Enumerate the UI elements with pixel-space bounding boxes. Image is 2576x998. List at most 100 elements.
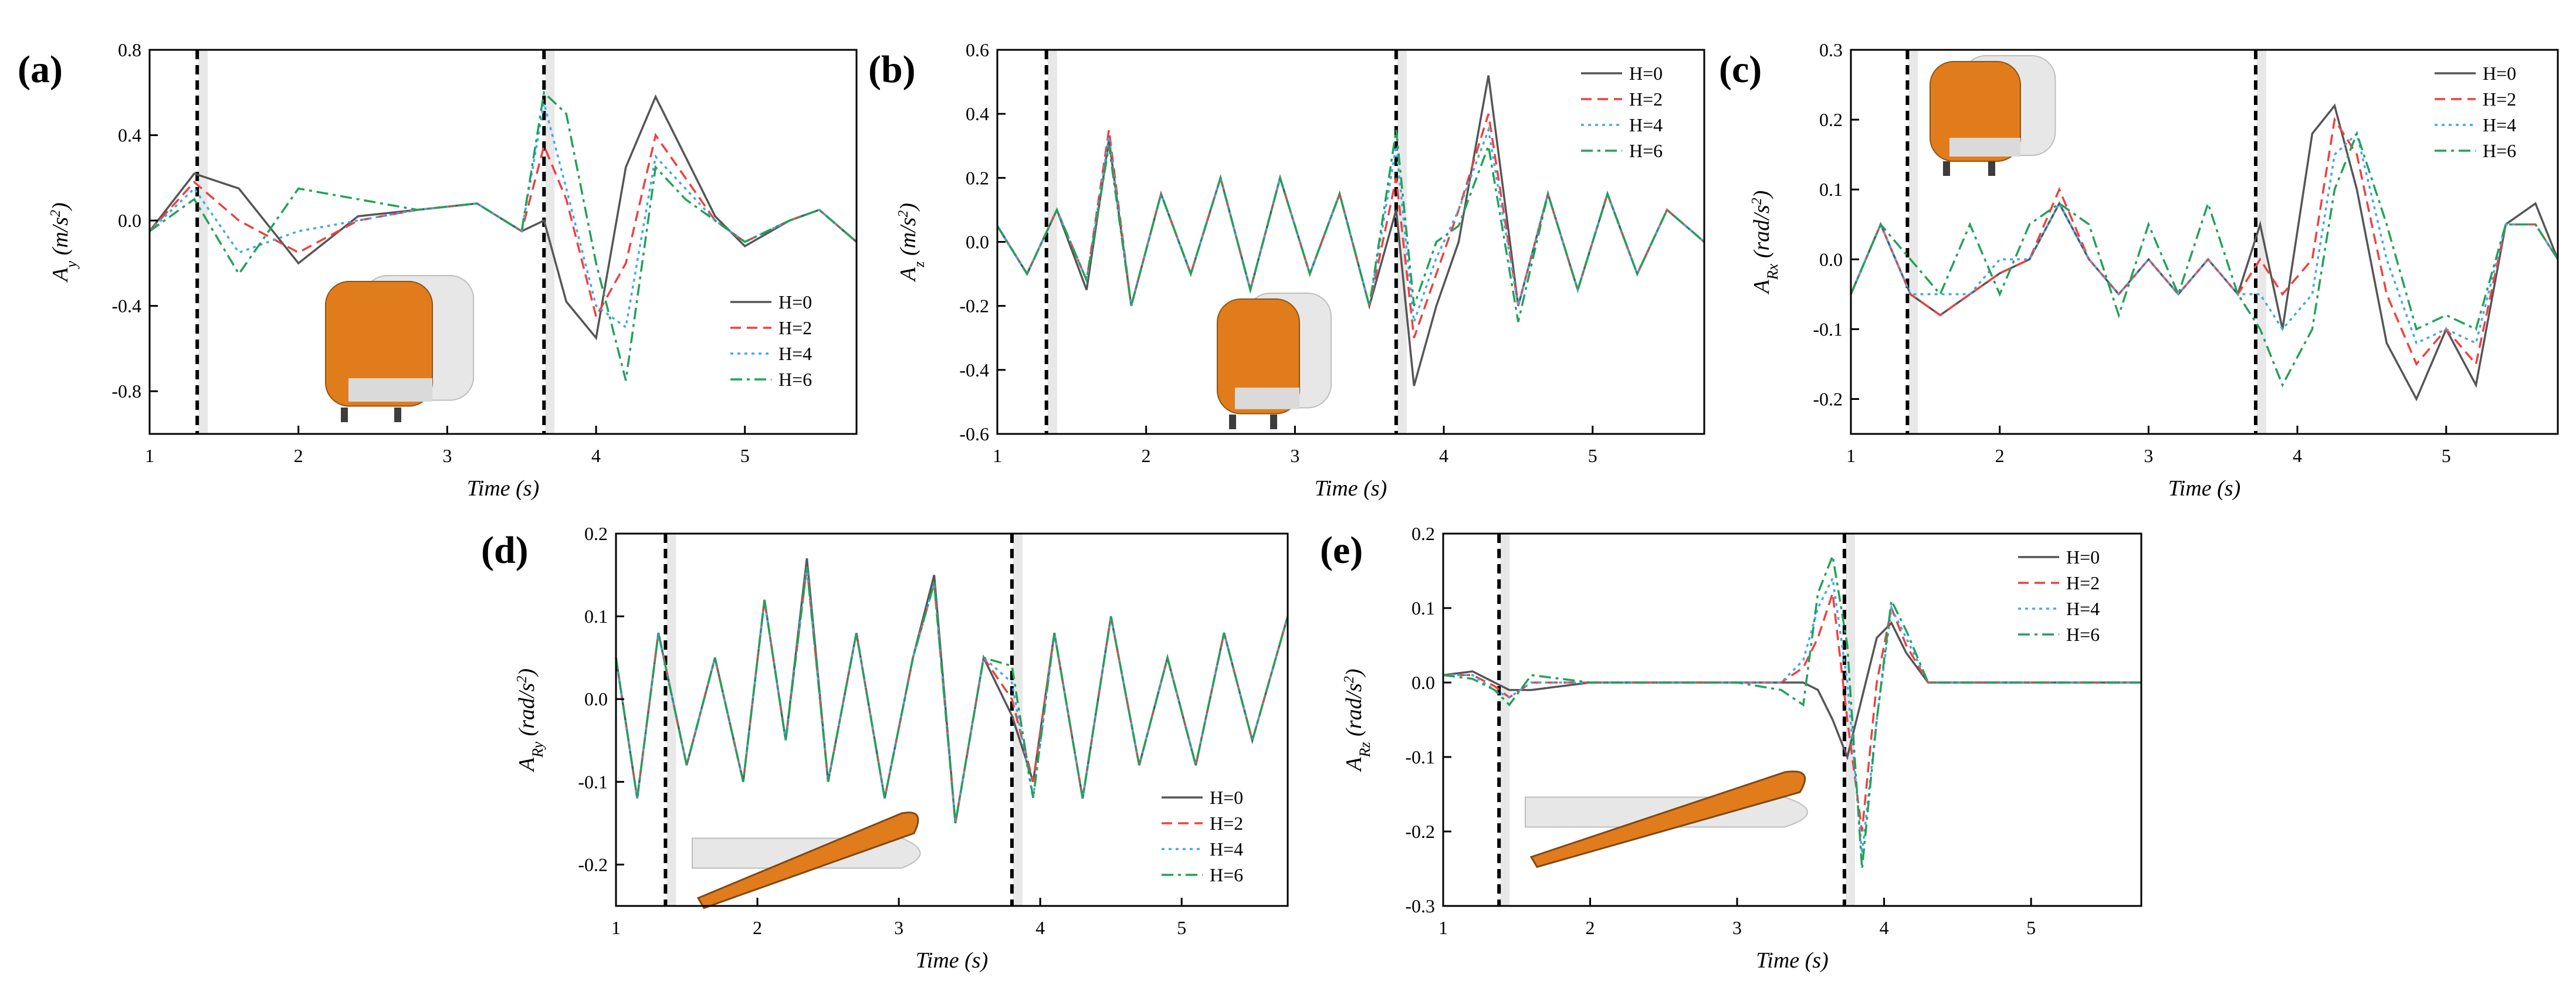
legend-label: H=4 <box>778 343 812 364</box>
y-tick-label: 0.3 <box>1819 39 1843 60</box>
y-tick-label: -0.4 <box>111 296 141 317</box>
y-tick-label: 0.0 <box>1411 672 1435 693</box>
y-axis-label-part: 2 <box>1749 198 1765 205</box>
x-tick-label: 1 <box>145 445 154 466</box>
legend-label: H=6 <box>778 369 812 390</box>
y-tick-label: 0.2 <box>966 167 989 188</box>
series-line-h6 <box>615 566 1289 824</box>
y-axis-label-part: ) <box>1342 668 1366 677</box>
series-line-h0 <box>1443 621 2141 761</box>
y-axis-label-part: (rad/s <box>1749 205 1774 263</box>
legend-label: H=0 <box>1210 787 1243 808</box>
marker-shade <box>2257 50 2267 434</box>
panel-label: (d) <box>481 529 529 572</box>
y-tick-label: -0.1 <box>578 771 608 792</box>
x-axis-label: Time (s) <box>916 948 989 973</box>
y-tick-label: 0.2 <box>584 523 608 544</box>
x-tick-label: 3 <box>442 445 452 466</box>
y-tick-label: 0.0 <box>584 688 608 710</box>
panel-label: (e) <box>1320 529 1363 572</box>
y-axis-label-part: (m/s <box>896 218 920 262</box>
x-tick-label: 4 <box>1439 445 1448 466</box>
y-tick-label: -0.1 <box>1405 746 1435 768</box>
series-line-h6 <box>1850 130 2559 388</box>
series-line-h2 <box>148 133 858 320</box>
legend-label: H=4 <box>1629 114 1663 135</box>
y-axis-label-part: 2 <box>1342 676 1357 683</box>
x-tick-label: 1 <box>1846 445 1856 466</box>
y-axis-label-part: A <box>1749 279 1774 295</box>
legend: H=0 H=2 H=4 H=6 <box>730 291 812 390</box>
plot-frame <box>1850 49 2559 435</box>
y-tick-label: 0.1 <box>584 606 608 627</box>
x-tick-label: 2 <box>753 917 762 938</box>
legend-label: H=2 <box>2483 89 2516 110</box>
x-tick-label: 1 <box>993 445 1002 466</box>
series-line-h4 <box>1850 131 2559 345</box>
x-tick-label: 2 <box>1586 917 1595 938</box>
y-axis-label-part: ) <box>896 203 920 212</box>
y-tick-label: -0.2 <box>1405 821 1435 842</box>
y-tick-label: -0.4 <box>959 359 989 381</box>
y-tick-label: 0.0 <box>118 210 141 231</box>
y-tick-label: 0.4 <box>118 125 141 146</box>
series-line-h0 <box>996 75 1705 386</box>
plot-frame <box>148 49 858 435</box>
y-tick-label: 0.1 <box>1819 179 1843 200</box>
train-inset-illustration <box>325 275 475 422</box>
plot-frame <box>996 49 1705 435</box>
x-tick-label: 5 <box>740 445 750 466</box>
series-line-h0 <box>148 94 858 341</box>
y-axis-label-part: 2 <box>896 211 911 218</box>
x-tick-label: 4 <box>2293 445 2302 466</box>
y-tick-label: -0.2 <box>578 854 608 875</box>
legend-label: H=6 <box>1629 140 1663 161</box>
series-line-h2 <box>1443 593 2141 832</box>
plot-frame <box>1442 532 2142 907</box>
legend-label: H=0 <box>2483 63 2516 84</box>
y-axis-label-part: (rad/s <box>1342 683 1366 742</box>
y-tick-label: -0.1 <box>1813 318 1843 340</box>
series-line-h2 <box>1850 117 2559 366</box>
y-tick-label: -0.2 <box>1813 388 1843 409</box>
legend-label: H=2 <box>1629 89 1663 110</box>
y-axis-label-part: (rad/s <box>514 683 539 742</box>
x-tick-label: 3 <box>1290 445 1299 466</box>
y-axis-label: Az (m/s2) <box>896 203 928 283</box>
legend: H=0 H=2 H=4 H=6 <box>2435 63 2516 161</box>
legend-label: H=0 <box>2066 546 2100 568</box>
panel-d: (d) 1 2 3 4 5 -0.2 -0.1 0.0 0.1 0.2 Time (s) ARy (ra… <box>481 523 1289 973</box>
x-tick-label: 5 <box>2026 917 2036 938</box>
legend-label: H=6 <box>2066 624 2100 645</box>
panel-label: (b) <box>868 48 916 91</box>
y-axis-label: ARy (rad/s2) <box>514 668 546 773</box>
panel-b: (b) 1 2 3 4 5 -0.6 -0.4 -0.2 0.0 0.2 0.4 0.6 Time (s)… <box>868 39 1705 501</box>
legend-label: H=6 <box>2483 140 2516 161</box>
y-axis-label-part: ) <box>1749 191 1774 199</box>
y-tick-label: 0.2 <box>1819 109 1843 130</box>
y-axis-label-part: (m/s <box>48 217 73 261</box>
x-tick-label: 3 <box>1732 917 1742 938</box>
legend-label: H=4 <box>2483 114 2516 135</box>
legend-label: H=2 <box>778 317 812 338</box>
marker-shade <box>1047 50 1057 434</box>
panel-label: (a) <box>18 48 63 91</box>
legend-label: H=6 <box>1210 864 1243 885</box>
series-line-h4 <box>615 566 1289 824</box>
y-tick-label: 0.0 <box>1819 249 1843 270</box>
panel-e: (e) 1 2 3 4 5 -0.3 -0.2 -0.1 0.0 0.1 0.2 Time (s) ARz… <box>1320 523 2142 973</box>
train-inset-illustration <box>692 812 921 909</box>
x-tick-label: 1 <box>611 917 621 938</box>
y-axis-label-part: A <box>48 267 73 283</box>
legend: H=0 H=2 H=4 H=6 <box>1162 787 1243 885</box>
y-tick-label: 0.4 <box>966 103 989 124</box>
legend-label: H=4 <box>2066 598 2100 619</box>
marker-shade <box>198 50 208 434</box>
x-tick-label: 4 <box>591 445 601 466</box>
y-axis-label-part: Rz <box>1356 742 1373 758</box>
x-axis-label: Time (s) <box>1756 948 1829 973</box>
panel-a: (a) 1 2 3 4 5 -0.8 -0.4 0.0 0.4 0.8 Time (s) Ay (m/s… <box>18 39 858 501</box>
y-axis-label-part: A <box>514 757 539 773</box>
y-axis-label: ARx (rad/s2) <box>1749 191 1781 296</box>
